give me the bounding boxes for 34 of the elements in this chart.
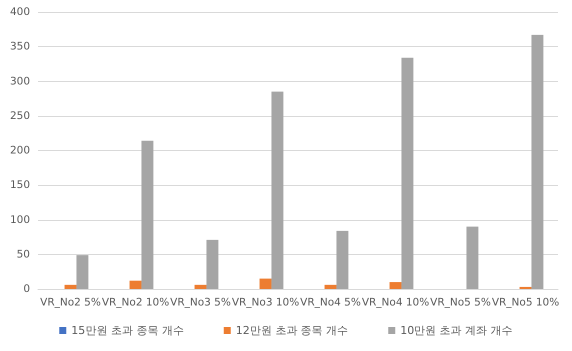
legend-label: 15만원 초과 종목 개수 (71, 324, 184, 337)
legend-label: 12만원 초과 종목 개수 (236, 324, 348, 337)
bar (324, 284, 336, 289)
x-tick-label: VR_No2 10% (102, 296, 170, 308)
x-tick-label: VR_No3 10% (232, 296, 300, 308)
x-tick-label: VR_No3 5% (170, 296, 231, 308)
bar (206, 240, 218, 289)
bar (141, 140, 154, 289)
y-tick-label: 400 (10, 6, 30, 18)
y-tick-label: 200 (10, 144, 30, 156)
bar (76, 255, 88, 289)
bar (390, 282, 402, 289)
x-tick-label: VR_No5 10% (492, 296, 560, 308)
bar (336, 230, 348, 289)
bar (260, 278, 272, 289)
bar (271, 92, 284, 289)
y-tick-label: 350 (10, 40, 30, 53)
bar (194, 284, 206, 289)
x-tick-label: VR_No2 5% (40, 296, 101, 308)
legend-label: 10만원 초과 계좌 개수 (400, 324, 513, 337)
bar (466, 226, 478, 289)
x-tick-label: VR_No4 5% (300, 296, 361, 308)
x-tick-label: VR_No5 5% (430, 296, 491, 308)
x-tick-label: VR_No4 10% (362, 296, 430, 308)
y-tick-label: 300 (10, 75, 30, 88)
y-tick-label: 150 (10, 179, 30, 192)
y-tick-label: 100 (10, 214, 30, 226)
y-tick-label: 0 (23, 283, 30, 295)
bar (64, 284, 76, 289)
y-tick-label: 250 (10, 110, 30, 122)
bar (130, 280, 142, 289)
bar (401, 58, 414, 289)
y-tick-label: 50 (16, 248, 30, 260)
bar (531, 34, 544, 289)
